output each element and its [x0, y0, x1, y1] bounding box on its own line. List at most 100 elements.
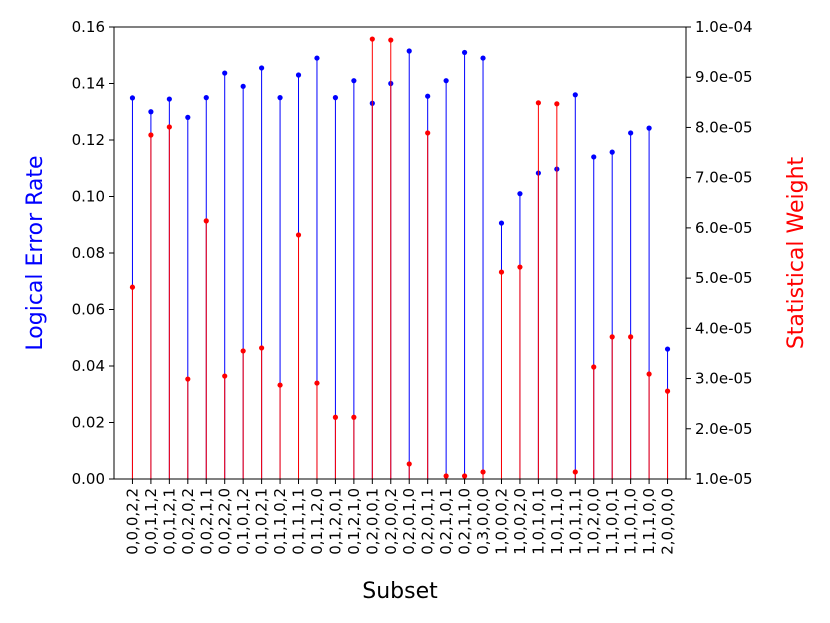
- y-tick-label: 0.16: [72, 18, 105, 36]
- x-tick-label: 0,2,0,1,1: [419, 488, 437, 555]
- y2-tick-label: 5.0e-05: [695, 269, 753, 287]
- y2-tick-label: 3.0e-05: [695, 370, 753, 388]
- stem-marker: [185, 376, 191, 382]
- x-tick-label: 0,0,2,0,2: [179, 488, 197, 555]
- stem-marker: [203, 95, 209, 101]
- stem-marker: [166, 124, 172, 130]
- stem-marker: [406, 48, 412, 54]
- y2-tick-label: 1.0e-05: [695, 470, 753, 488]
- x-tick-label: 2,0,0,0,0: [659, 488, 677, 555]
- stem-marker: [443, 78, 449, 84]
- x-tick-label: 0,1,1,0,2: [271, 488, 289, 555]
- stem-marker: [591, 154, 597, 160]
- stem-marker: [332, 95, 339, 101]
- x-tick-label: 1,1,0,1,0: [622, 488, 640, 555]
- stem-marker: [406, 461, 412, 467]
- x-tick-label: 1,0,2,0,0: [585, 488, 603, 555]
- stem-marker: [535, 100, 541, 106]
- stem-marker: [203, 218, 209, 224]
- x-tick-label: 0,0,2,2,0: [216, 488, 234, 555]
- x-tick-label: 0,2,1,0,1: [437, 488, 455, 555]
- y-tick-label: 0.00: [72, 470, 105, 488]
- x-tick-label: 0,0,1,1,2: [142, 488, 160, 555]
- stem-marker: [277, 382, 283, 388]
- stem-marker: [646, 371, 652, 377]
- y2-tick-label: 2.0e-05: [695, 420, 753, 438]
- x-tick-label: 1,1,1,0,0: [640, 488, 658, 555]
- stem-marker: [314, 380, 320, 386]
- stem-marker: [425, 130, 431, 136]
- x-tick-label: 0,2,0,0,1: [363, 488, 381, 555]
- stem-marker: [628, 334, 634, 340]
- y2-axis-label: Statistical Weight: [784, 156, 809, 349]
- stem-marker: [628, 130, 634, 136]
- y2-tick-label: 8.0e-05: [695, 118, 753, 136]
- x-tick-label: 0,1,2,0,1: [326, 488, 344, 555]
- stem-marker: [129, 284, 136, 290]
- x-axis-label: Subset: [362, 579, 438, 604]
- y-axis-label: Logical Error Rate: [23, 155, 48, 350]
- stem-marker: [295, 72, 302, 78]
- stem-marker: [148, 109, 154, 115]
- stem-marker: [351, 78, 357, 84]
- stem-marker: [222, 70, 228, 76]
- stem-marker: [185, 114, 191, 120]
- x-tick-label: 0,2,0,1,0: [400, 488, 418, 555]
- stem-marker: [295, 232, 302, 238]
- stem-marker: [222, 373, 228, 379]
- x-tick-label: 0,2,1,1,0: [456, 488, 474, 555]
- x-tick-label: 1,0,0,2,0: [511, 488, 529, 555]
- stem-marker: [461, 473, 468, 479]
- stem-marker: [591, 364, 597, 370]
- stem-marker: [664, 388, 671, 394]
- stem-marker: [277, 95, 283, 101]
- x-tick-label: 0,3,0,0,0: [474, 488, 492, 555]
- x-tick-label: 1,0,1,0,1: [529, 488, 547, 555]
- x-tick-label: 1,0,1,1,1: [566, 488, 584, 555]
- stem-marker: [646, 125, 652, 131]
- stem-marker: [166, 96, 172, 102]
- stem-marker: [498, 220, 505, 226]
- stem-marker: [388, 37, 394, 43]
- stem-marker: [259, 65, 265, 71]
- stem-marker: [351, 414, 357, 420]
- stem-marker: [148, 132, 154, 138]
- x-tick-label: 0,1,0,1,2: [234, 488, 252, 555]
- plot-frame: [113, 26, 687, 480]
- stem-marker: [572, 469, 578, 475]
- y2-tick-label: 4.0e-05: [695, 319, 753, 337]
- stem-marker: [129, 95, 136, 101]
- x-tick-label: 0,1,2,1,0: [345, 488, 363, 555]
- stem-marker: [443, 473, 449, 479]
- stem-marker: [554, 101, 560, 107]
- x-tick-label: 1,0,0,0,2: [492, 488, 510, 555]
- stem-marker: [461, 49, 468, 56]
- x-tick-label: 1,0,1,1,0: [548, 488, 566, 555]
- stem-marker: [240, 83, 246, 89]
- y-tick-label: 0.12: [72, 131, 105, 149]
- stem-marker: [314, 55, 320, 61]
- x-tick-label: 0,0,1,2,1: [160, 488, 178, 555]
- y2-tick-label: 7.0e-05: [695, 169, 753, 187]
- stem-marker: [609, 149, 615, 155]
- stem-marker: [425, 93, 431, 99]
- stem-marker: [240, 348, 246, 354]
- stem-marker: [369, 36, 375, 42]
- x-tick-label: 0,1,1,1,1: [290, 488, 308, 555]
- y-tick-label: 0.10: [72, 188, 105, 206]
- x-tick-label: 0,0,2,1,1: [197, 488, 215, 555]
- y2-tick-label: 9.0e-05: [695, 68, 753, 86]
- y2-tick-label: 6.0e-05: [695, 219, 753, 237]
- stem-marker: [664, 346, 671, 352]
- y2-tick-label: 1.0e-04: [695, 18, 753, 36]
- y-tick-label: 0.06: [72, 301, 105, 319]
- stem-marker: [517, 191, 523, 197]
- x-tick-label: 0,1,1,2,0: [308, 488, 326, 555]
- y-tick-label: 0.14: [72, 75, 105, 93]
- x-tick-label: 0,2,0,0,2: [382, 488, 400, 555]
- x-tick-label: 0,0,0,2,2: [123, 488, 141, 555]
- x-tick-label: 1,1,0,0,1: [603, 488, 621, 555]
- stem-marker: [480, 55, 486, 61]
- stem-marker: [332, 414, 339, 420]
